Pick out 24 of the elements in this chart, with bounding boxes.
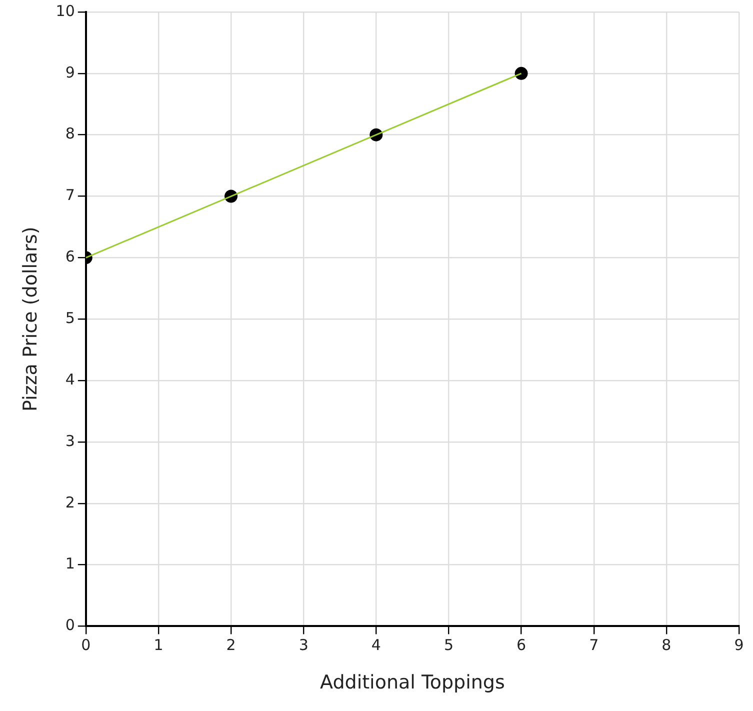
x-tick-label: 1 xyxy=(154,636,164,654)
y-tick-label: 4 xyxy=(65,370,75,388)
x-tick-label: 3 xyxy=(298,636,308,654)
x-tick-label: 9 xyxy=(734,636,744,654)
y-tick-label: 10 xyxy=(56,2,75,20)
point xyxy=(514,66,528,80)
x-tick-label: 8 xyxy=(662,636,672,654)
y-tick-label: 7 xyxy=(65,186,75,204)
y-tick-label: 1 xyxy=(65,554,75,573)
y-tick-label: 2 xyxy=(65,493,75,512)
y-tick-label: 3 xyxy=(65,432,75,450)
x-tick-label: 2 xyxy=(226,636,236,654)
y-tick-label: 8 xyxy=(65,124,75,143)
x-axis-title: Additional Toppings xyxy=(320,672,505,694)
x-tick-label: 6 xyxy=(516,636,526,654)
y-tick-label: 9 xyxy=(65,63,75,82)
y-tick-label: 0 xyxy=(65,616,75,634)
y-tick-label: 6 xyxy=(65,248,75,266)
y-tick-label: 5 xyxy=(65,308,75,327)
x-tick-label: 0 xyxy=(81,636,91,654)
x-tick-label: 5 xyxy=(444,636,454,654)
y-axis-title: Pizza Price (dollars) xyxy=(19,226,42,412)
x-tick-label: 4 xyxy=(371,636,381,654)
x-tick-label: 7 xyxy=(589,636,599,654)
